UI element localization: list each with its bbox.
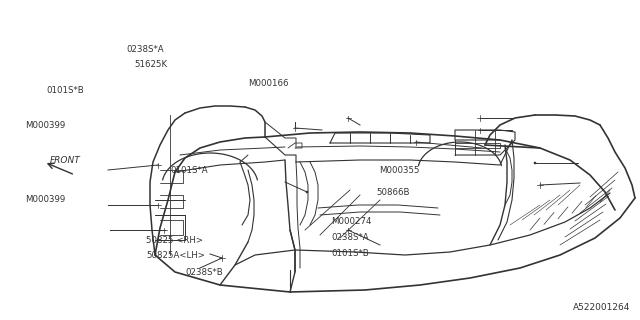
Circle shape xyxy=(307,191,308,193)
Text: 0101S*A: 0101S*A xyxy=(170,166,207,175)
Text: 51625K: 51625K xyxy=(134,60,168,68)
Text: 0238S*A: 0238S*A xyxy=(332,233,369,242)
Text: 50825 <RH>: 50825 <RH> xyxy=(146,236,203,245)
Text: FRONT: FRONT xyxy=(50,156,81,164)
Text: M000399: M000399 xyxy=(26,195,66,204)
Text: M000355: M000355 xyxy=(379,166,419,175)
Text: 50825A<LH>: 50825A<LH> xyxy=(146,252,205,260)
Text: 0238S*A: 0238S*A xyxy=(127,45,164,54)
Circle shape xyxy=(534,162,536,164)
Text: 50866B: 50866B xyxy=(376,188,410,197)
Text: 0238S*B: 0238S*B xyxy=(186,268,223,277)
Text: 0101S*B: 0101S*B xyxy=(46,86,84,95)
Text: A522001264: A522001264 xyxy=(573,303,630,313)
Text: M000274: M000274 xyxy=(332,217,372,226)
Text: M000166: M000166 xyxy=(248,79,289,88)
Text: 0101S*B: 0101S*B xyxy=(332,249,369,258)
Text: M000399: M000399 xyxy=(26,121,66,130)
